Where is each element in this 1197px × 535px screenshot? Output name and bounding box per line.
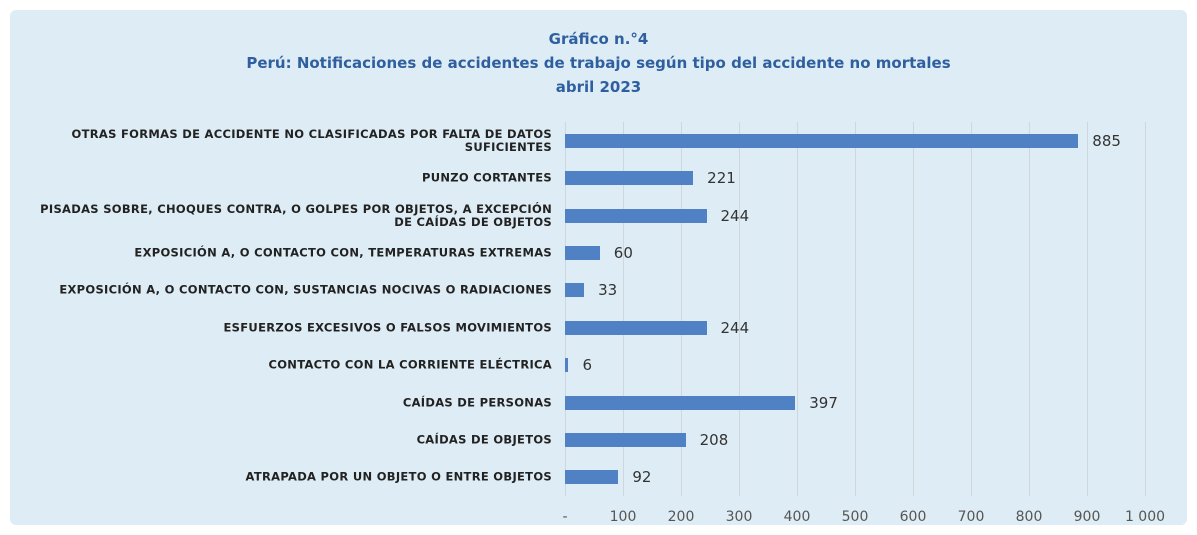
y-tick-label: ATRAPADA POR UN OBJETO O ENTRE OBJETOS	[245, 469, 552, 484]
value-label: 60	[613, 243, 633, 262]
x-tick-label: 400	[783, 509, 811, 525]
value-label: 244	[720, 318, 750, 337]
chart-subtitle: Perú: Notificaciones de accidentes de tr…	[246, 54, 951, 72]
y-tick-label: PUNZO CORTANTES	[421, 170, 552, 185]
x-tick-label: 700	[957, 509, 985, 525]
y-tick-label: OTRAS FORMAS DE ACCIDENTE NO CLASIFICADA…	[71, 126, 552, 154]
value-label: 33	[598, 281, 618, 300]
x-tick-label: 600	[899, 509, 927, 525]
grid-line	[565, 122, 566, 496]
bar	[565, 208, 707, 223]
grid-line	[1087, 122, 1088, 496]
grid-line	[623, 122, 624, 496]
grid-line	[855, 122, 856, 496]
value-label: 244	[720, 206, 750, 225]
x-tick-label: 200	[667, 509, 695, 525]
grid-line	[913, 122, 914, 496]
y-tick-label: EXPOSICIÓN A, O CONTACTO CON, SUSTANCIAS…	[59, 282, 552, 297]
grid-line	[797, 122, 798, 496]
value-label: 6	[582, 356, 593, 375]
bar	[565, 395, 796, 410]
grid-line	[971, 122, 972, 496]
y-tick-label: PISADAS SOBRE, CHOQUES CONTRA, O GOLPES …	[40, 201, 552, 229]
x-tick-label: 100	[609, 509, 637, 525]
bar	[565, 133, 1079, 148]
bar	[565, 358, 569, 373]
y-tick-label: CAÍDAS DE PERSONAS	[402, 395, 552, 409]
bar	[565, 432, 686, 447]
x-tick-label: 1 000	[1124, 509, 1166, 525]
value-label: 397	[809, 393, 838, 412]
bar	[565, 171, 694, 186]
value-label: 208	[699, 430, 729, 449]
bar	[565, 470, 619, 485]
y-tick-label: CONTACTO CON LA CORRIENTE ELÉCTRICA	[268, 357, 552, 372]
x-tick-label: 300	[725, 509, 753, 525]
value-label: 885	[1092, 131, 1121, 150]
y-tick-label: CAÍDAS DE OBJETOS	[416, 432, 552, 447]
grid-line	[681, 122, 682, 496]
bar	[565, 245, 600, 260]
chart-title: Gráfico n.°4	[548, 30, 649, 48]
value-label: 221	[707, 169, 736, 188]
bar	[565, 320, 707, 335]
grid-line	[1145, 122, 1146, 496]
chart-period: abril 2023	[555, 78, 642, 96]
y-tick-label: EXPOSICIÓN A, O CONTACTO CON, TEMPERATUR…	[134, 245, 552, 260]
y-tick-label: ESFUERZOS EXCESIVOS O FALSOS MOVIMIENTOS	[223, 320, 552, 335]
x-tick-label: 800	[1015, 509, 1043, 525]
x-tick-label: 500	[841, 509, 869, 525]
value-label: 92	[632, 468, 652, 487]
x-tick-label: 900	[1073, 509, 1101, 525]
grid-line	[739, 122, 740, 496]
grid-line	[1029, 122, 1030, 496]
x-tick-label: -	[562, 509, 568, 525]
bar	[565, 283, 585, 298]
